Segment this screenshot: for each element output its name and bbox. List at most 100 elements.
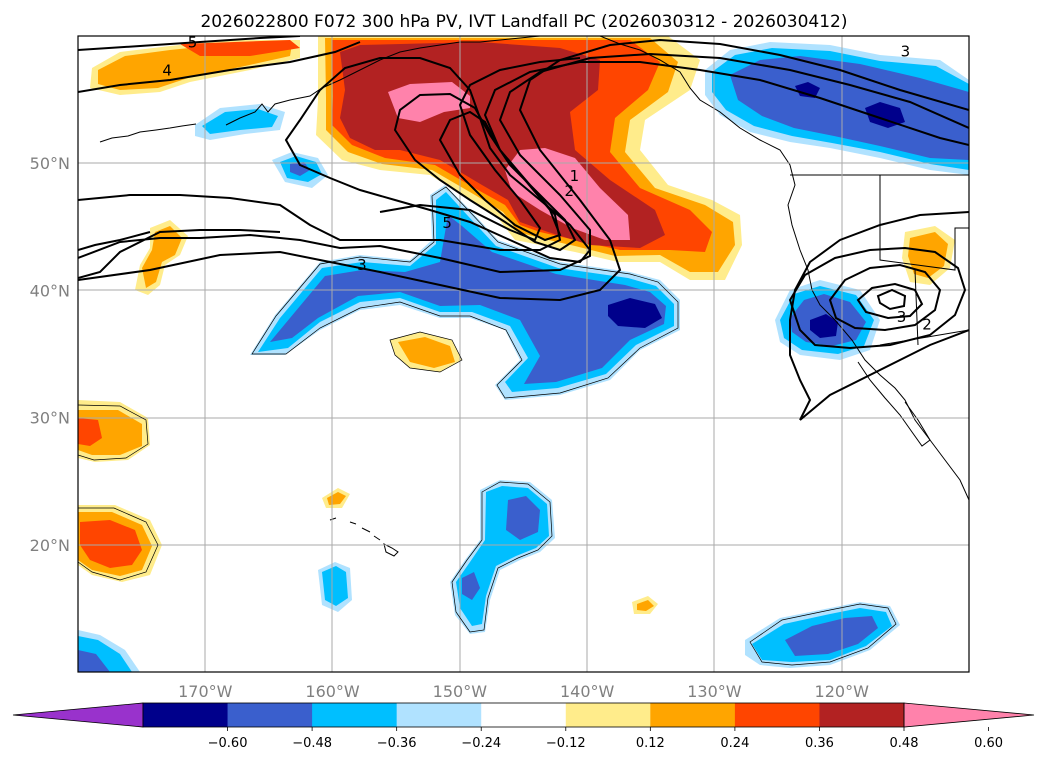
ivt-contour-4-top [78,41,361,93]
ivt-contour-west-ring-2 [78,231,151,251]
anomaly-area-north-pacific-l2 [398,337,455,368]
colorbar-tick-label: −0.12 [546,736,586,751]
lon-label: 160°W [305,682,360,701]
outline-east-tropical [749,603,897,666]
contour-label: 2 [565,182,575,200]
outline-central-pacific [251,186,679,399]
colorbar-segment [143,703,229,727]
colorbar-segment [227,703,313,727]
colorbar-segment [312,703,398,727]
coastlines [99,36,969,557]
contour-label: 3 [357,256,367,274]
anomaly-area-small-central-l2 [637,600,654,611]
colorbar-segment [565,703,651,727]
anomaly-area-tropical-central-l3 [506,496,540,540]
anomaly-area-baja-core [810,314,838,338]
ivt-contour-5-inner [379,57,581,242]
lon-label: 150°W [433,682,488,701]
colorbar: −0.60 −0.48 −0.36 −0.24 −0.12 0.12 0.24 0.36 0.4… [12,702,1035,751]
outline-tropical-west [78,507,159,581]
ivt-contour-baja-ring-4 [876,288,907,311]
ivt-contour-baja-ring-3 [856,282,924,320]
lat-label: 20°N [30,536,70,555]
ivt-contour-baja-long [799,329,969,421]
coastline-alaska [225,36,541,126]
anomaly-area-subtropical-west-l3 [78,418,102,446]
contour-label: 3 [897,308,907,326]
map-title: 2026022800 F072 300 hPa PV, IVT Landfall… [200,12,847,32]
contour-label: 5 [442,214,452,232]
latitude-labels: 50°N 40°N 30°N 20°N [30,154,70,555]
lon-label: 120°W [815,682,870,701]
contour-label: 4 [162,61,172,79]
colorbar-segment [481,703,567,727]
colorbar-tick-label: 0.24 [720,736,749,751]
lat-label: 30°N [30,409,70,428]
positive-anomaly-fill [78,36,955,614]
anomaly-area-central-pacific-l3 [270,215,666,384]
negative-anomaly-fill [78,42,969,672]
anomaly-area-southwest-corner-l3 [78,650,110,672]
ivt-contour-3-ring [78,52,969,274]
lat-label: 40°N [30,281,70,300]
colorbar-segment [650,703,736,727]
ivt-contour-2-inner [438,110,562,242]
anomaly-area-pacific-northwest-core2 [795,82,820,98]
map-frame [77,35,970,673]
colorbar-tick-label: −0.24 [461,736,501,751]
colorbar-tick-label: 0.12 [636,736,665,751]
colorbar-frame [142,702,905,728]
anomaly-area-aleutian-blue-l2 [202,109,278,134]
coastline-baja [857,361,931,447]
ivt-contour-baja-ring-2 [828,263,942,332]
ivt-contours [78,36,969,421]
ivt-contour-5-top [78,36,301,51]
anomaly-area-bering-l3 [290,162,310,176]
anomaly-area-tropical-west-l3 [80,520,142,568]
border-us-mexico [879,329,969,346]
ivt-contour-1-inner [393,92,577,252]
contour-label: 5 [188,33,198,51]
longitude-labels: 170°W 160°W 150°W 140°W 130°W 120°W [178,682,869,701]
colorbar-tick-label: 0.36 [805,736,834,751]
gridlines [78,36,969,672]
lon-label: 130°W [687,682,742,701]
outline-tropical-central [451,481,553,633]
contour-label: 3 [901,42,911,60]
contour-label: 1 [570,167,580,185]
lon-label: 140°W [560,682,615,701]
ivt-contour-alaska-loop [284,57,592,264]
anomaly-area-aleutian-l3 [180,40,300,56]
border-state [879,175,969,271]
colorbar-tick-label: −0.36 [377,736,417,751]
ivt-contour-baja-ring-1 [788,246,967,350]
anomaly-area-dateline-l2 [142,226,182,288]
contour-label: 2 [922,316,932,334]
lon-label: 170°W [178,682,233,701]
map-area [78,36,969,672]
colorbar-tick-label: 0.48 [890,736,919,751]
coastline-north-america [599,36,969,501]
anomaly-area-central-pacific-core [608,298,662,328]
anomaly-outlines [78,186,897,666]
anomaly-area-pacific-northwest-core [865,102,905,128]
anomaly-area-east-tropical-l3 [785,616,878,656]
lat-label: 50°N [30,154,70,173]
coastline-aleutians [99,123,197,143]
outline-subtropical-west [78,404,149,461]
anomaly-area-hawaii-south-l2 [322,566,348,606]
coastline-hawaii [329,517,399,557]
colorbar-tick-label: −0.60 [208,736,248,751]
colorbar-segment [734,703,820,727]
colorbar-tick-label: 0.60 [974,736,1003,751]
colorbar-tick-label: −0.48 [292,736,332,751]
anomaly-area-california-l2 [908,232,948,278]
anomaly-area-tropical-central-l3b [462,572,480,600]
anomaly-area-gulf-of-alaska-core [388,82,470,122]
colorbar-segment [819,703,905,727]
outline-north-pacific [389,331,463,373]
colorbar-segment [396,703,482,727]
ivt-contour-outer-ring [78,38,969,302]
